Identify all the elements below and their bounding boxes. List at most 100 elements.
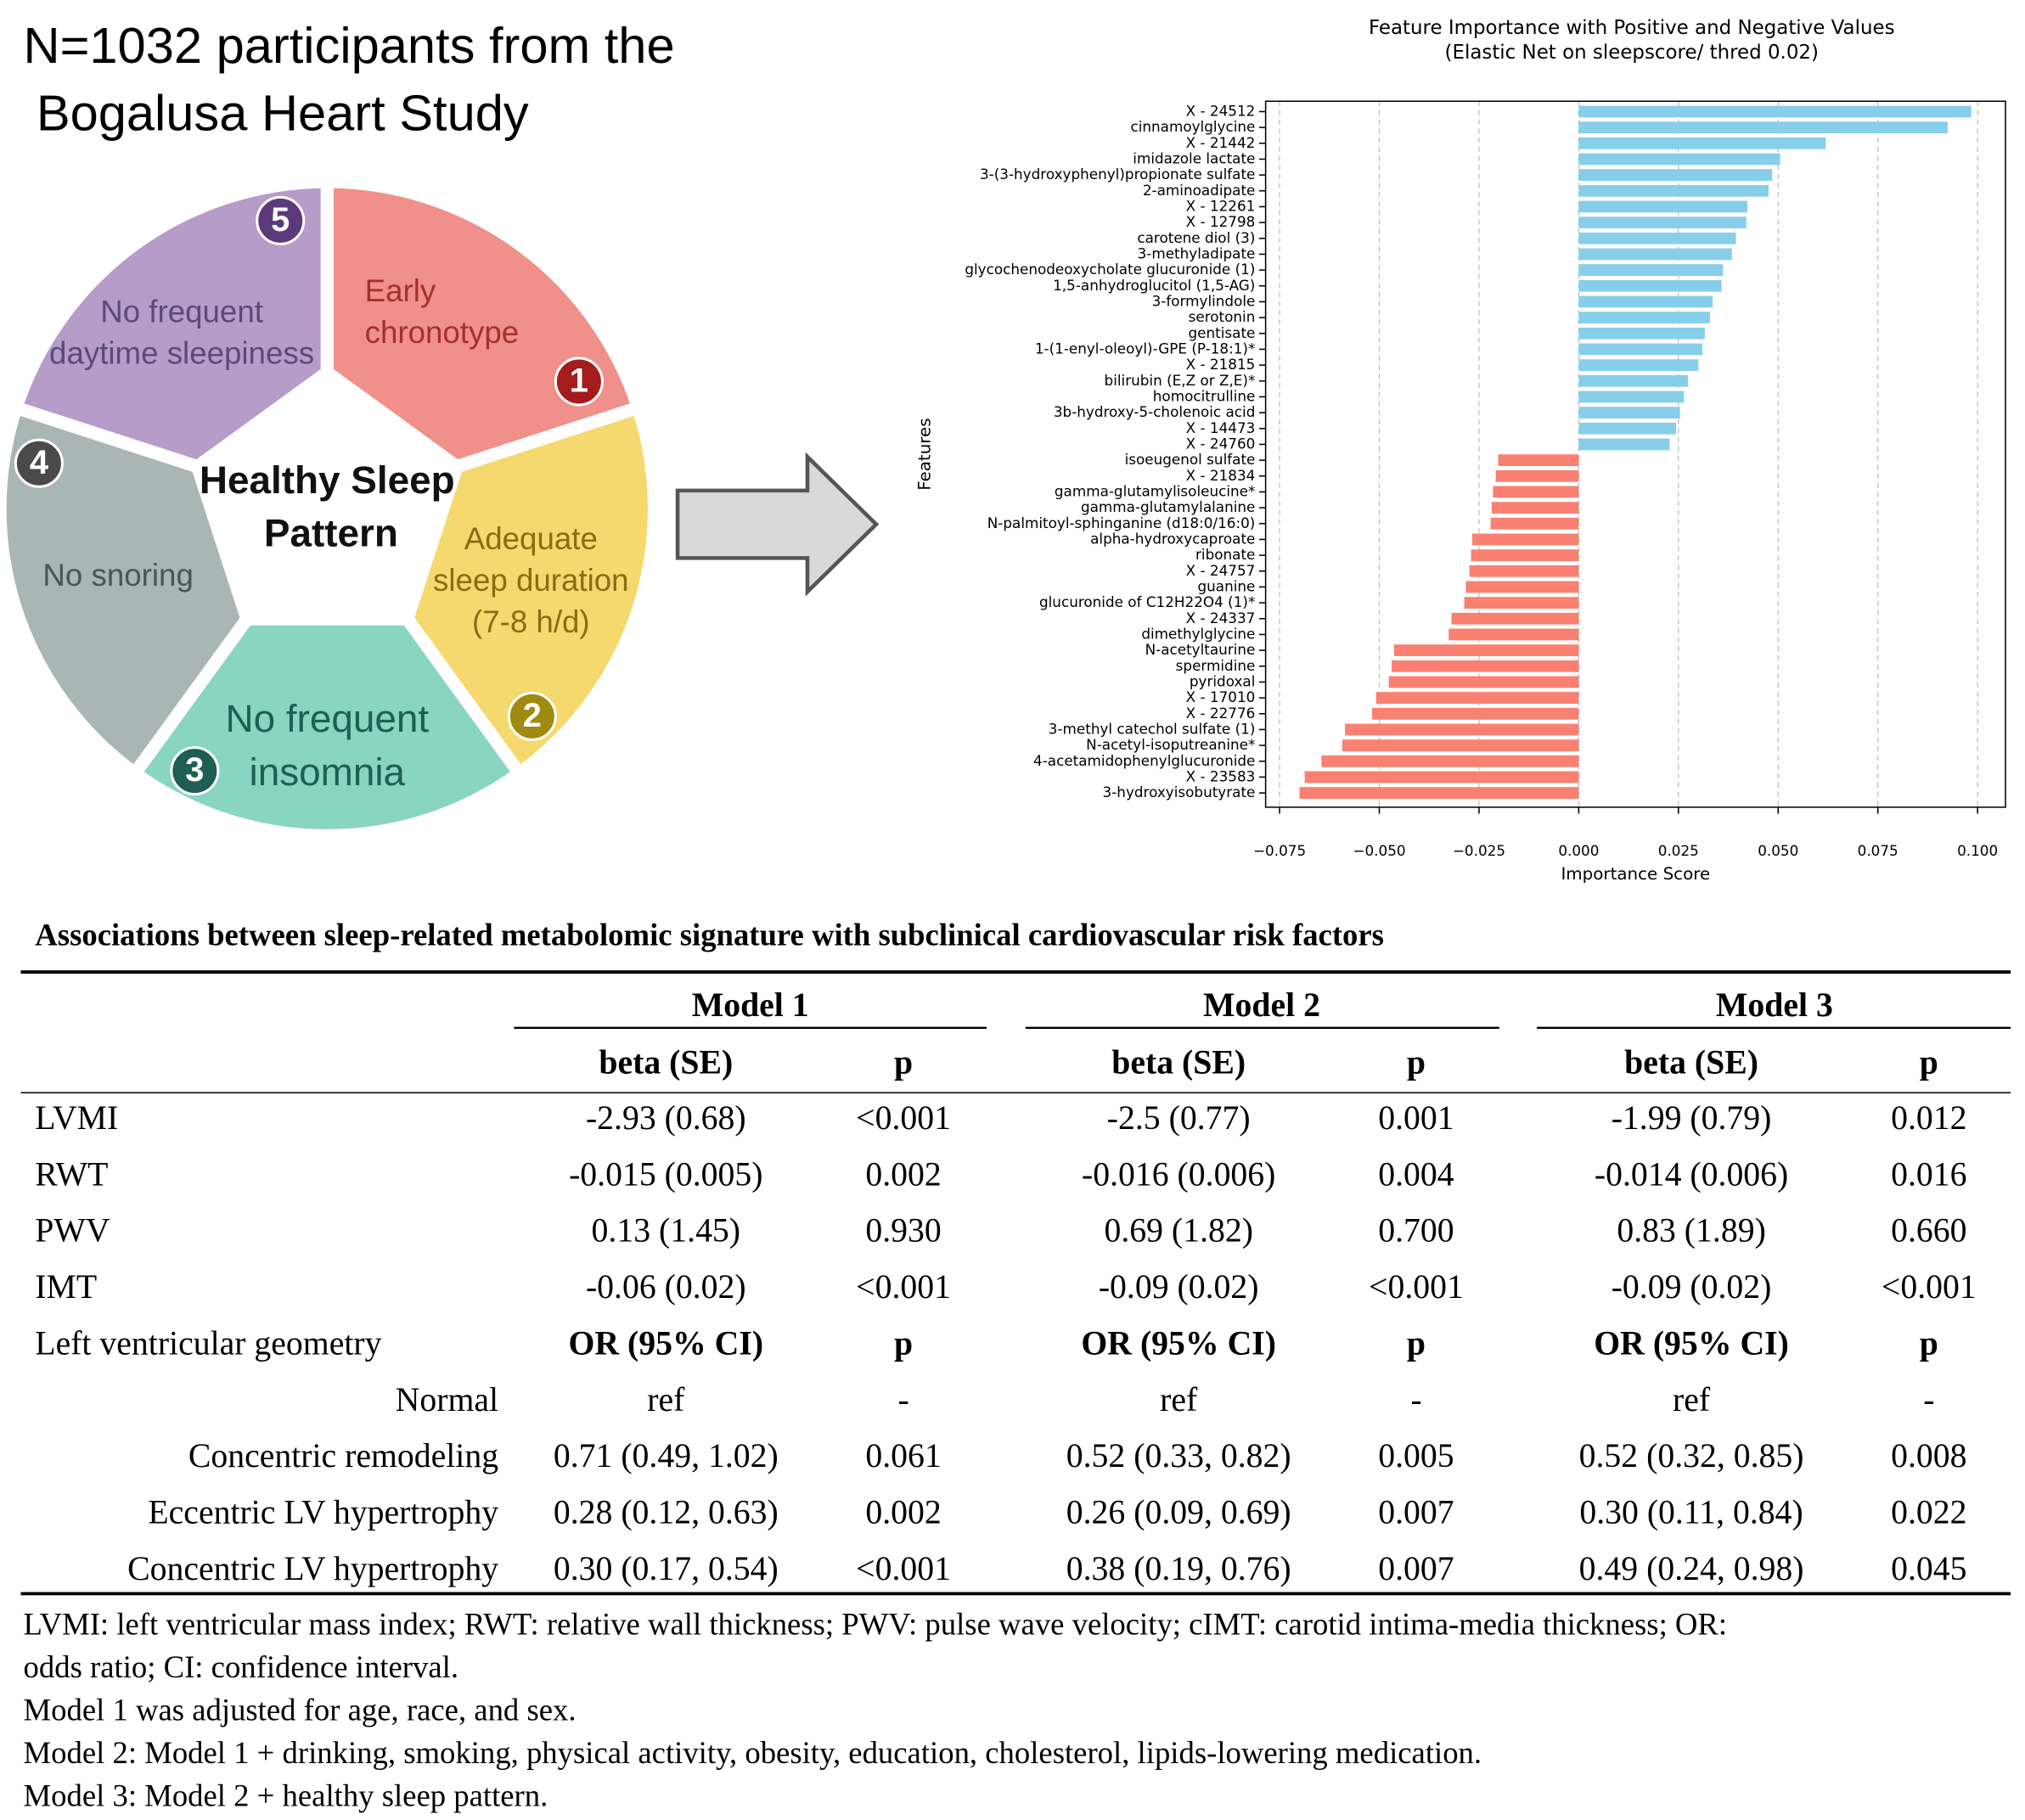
table-cell: 0.660 <box>1891 1212 1966 1250</box>
table-cell: -0.09 (0.02) <box>1612 1268 1772 1306</box>
table-cell: 0.005 <box>1378 1437 1454 1475</box>
table-cell: <0.001 <box>1369 1268 1464 1306</box>
bar <box>1471 533 1579 546</box>
y-tick-label: dimethylglycine <box>1141 625 1255 642</box>
segment-number: 5 <box>271 201 290 239</box>
y-tick-label: homocitrulline <box>1153 387 1256 404</box>
row-label: PWV <box>35 1212 110 1250</box>
table-cell: 0.022 <box>1891 1493 1966 1531</box>
column-group: Model 1 <box>692 986 809 1024</box>
bar <box>1578 137 1826 149</box>
bar <box>1578 422 1677 435</box>
table-note: LVMI: left ventricular mass index; RWT: … <box>24 1607 1728 1642</box>
y-tick-label: 3-methyl catechol sulfate (1) <box>1049 720 1256 737</box>
x-tick-label: 0.100 <box>1957 842 1998 859</box>
bar <box>1375 692 1579 704</box>
plot-frame <box>1264 100 2006 808</box>
y-tick-label: X - 21442 <box>1186 134 1256 151</box>
y-tick-label: X - 21815 <box>1186 356 1256 373</box>
segment-label: chronotype <box>365 315 520 350</box>
y-tick-label: glucuronide of C12H22O4 (1)* <box>1039 593 1255 610</box>
y-tick-label: 3-formylindole <box>1152 292 1256 309</box>
bar <box>1578 169 1773 182</box>
y-tick-label: N-palmitoyl-sphinganine (d18:0/16:0) <box>987 514 1256 531</box>
bar <box>1578 153 1780 166</box>
table-cell: OR (95% CI) <box>1081 1324 1276 1362</box>
segment-label: No frequent <box>100 295 263 329</box>
y-tick-label: X - 23583 <box>1186 767 1256 784</box>
x-tick-label: −0.025 <box>1453 842 1505 859</box>
table-note: odds ratio; CI: confidence interval. <box>24 1649 458 1684</box>
table-note: Model 2: Model 1 + drinking, smoking, ph… <box>24 1735 1482 1770</box>
bar <box>1299 787 1579 799</box>
bar <box>1469 565 1579 577</box>
table-cell: p <box>1407 1324 1426 1362</box>
y-tick-label: N-acetyltaurine <box>1145 641 1256 658</box>
y-tick-label: 3-methyladipate <box>1138 244 1256 261</box>
bar <box>1578 327 1705 340</box>
table-cell: 0.700 <box>1378 1212 1454 1250</box>
column-header: beta (SE) <box>599 1043 733 1081</box>
segment <box>0 399 255 783</box>
table-cell: 0.52 (0.33, 0.82) <box>1066 1437 1291 1475</box>
segment-label: sleep duration <box>433 563 628 598</box>
bar <box>1465 581 1579 593</box>
bar <box>1498 454 1579 467</box>
bar <box>1392 660 1579 672</box>
chart-title: Feature Importance with Positive and Neg… <box>1369 17 1895 39</box>
bar <box>1578 105 1972 118</box>
bar-chart: Feature Importance with Positive and Neg… <box>915 17 2006 884</box>
y-tick-label: cinnamoylglycine <box>1130 118 1255 135</box>
segment-label: No frequent <box>225 696 429 740</box>
y-tick-label: X - 12261 <box>1186 197 1256 214</box>
column-header: p <box>1407 1043 1426 1081</box>
center-label: Healthy Sleep <box>200 458 455 502</box>
bar <box>1578 312 1710 324</box>
segment-number: 4 <box>30 444 48 481</box>
table-cell: ref <box>1160 1381 1198 1418</box>
table-cell: 0.016 <box>1891 1155 1966 1193</box>
bar <box>1578 248 1732 261</box>
y-tick-label: X - 24337 <box>1186 609 1256 626</box>
bar <box>1578 200 1748 213</box>
y-axis-label: Features <box>915 418 935 490</box>
table-cell: -0.016 (0.006) <box>1082 1155 1275 1193</box>
table-cell: <0.001 <box>856 1268 951 1306</box>
table-cell: <0.001 <box>856 1550 951 1587</box>
bar <box>1372 707 1579 720</box>
table-cell: 0.004 <box>1378 1155 1454 1193</box>
bar <box>1578 216 1747 229</box>
segment <box>8 175 334 475</box>
segment-label: Early <box>365 273 436 308</box>
table-cell: 0.30 (0.11, 0.84) <box>1579 1493 1803 1531</box>
segment-number: 1 <box>570 362 588 399</box>
x-axis-label: Importance Score <box>1561 864 1710 884</box>
bar <box>1578 359 1699 372</box>
table-cell: - <box>1410 1381 1421 1418</box>
y-tick-label: guanine <box>1197 577 1255 594</box>
bar <box>1578 264 1724 277</box>
number-badge <box>256 195 306 245</box>
table-cell: 0.008 <box>1891 1437 1966 1475</box>
y-tick-label: bilirubin (E,Z or Z,E)* <box>1105 372 1256 389</box>
segment-number: 3 <box>185 751 204 789</box>
bar <box>1578 407 1680 419</box>
y-tick-label: imidazole lactate <box>1133 149 1255 166</box>
table-cell: 0.26 (0.09, 0.69) <box>1066 1493 1291 1531</box>
table-cell: -0.06 (0.02) <box>586 1268 746 1306</box>
table-cell: 0.930 <box>865 1212 941 1250</box>
x-tick-label: 0.000 <box>1558 842 1599 859</box>
bar <box>1388 676 1579 688</box>
row-label: Left ventricular geometry <box>35 1324 381 1362</box>
segment-label: No snoring <box>42 558 193 593</box>
number-badge <box>507 691 557 741</box>
bar <box>1393 644 1579 656</box>
y-tick-label: 3b-hydroxy-5-cholenoic acid <box>1054 403 1256 420</box>
bar <box>1578 184 1769 197</box>
y-tick-label: gamma-glutamylalanine <box>1081 498 1255 515</box>
table-cell: 0.007 <box>1378 1550 1454 1587</box>
y-tick-label: X - 21834 <box>1186 467 1256 484</box>
y-tick-label: alpha-hydroxycaproate <box>1090 530 1255 547</box>
